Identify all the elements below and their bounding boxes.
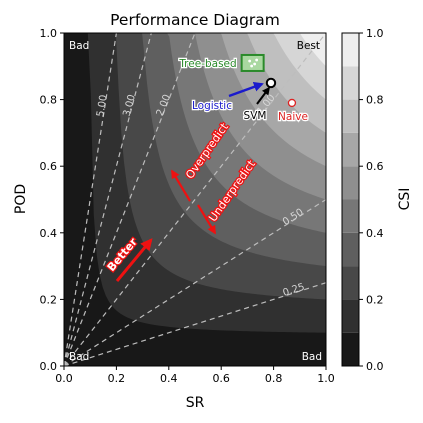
chart-title: Performance Diagram bbox=[110, 11, 280, 29]
plot-area: 5.00 3.00 2.00 1.000.500.25 bbox=[64, 33, 326, 366]
bias-lines bbox=[64, 33, 326, 366]
colorbar bbox=[342, 33, 359, 366]
colorbar-tick-label: 0.8 bbox=[366, 94, 384, 107]
bias-line-2 bbox=[64, 33, 196, 366]
y-axis-label: POD bbox=[13, 184, 29, 214]
overpredict-arrow bbox=[171, 169, 191, 202]
csi-band-9 bbox=[188, 33, 326, 67]
x-tick-label: 0.6 bbox=[212, 372, 230, 385]
bias-line-3 bbox=[64, 33, 326, 366]
x-tick-label: 0.2 bbox=[108, 372, 126, 385]
bias-label-0: 5.00 bbox=[95, 94, 109, 118]
colorbar-frame bbox=[341, 32, 360, 367]
bias-line-4 bbox=[64, 198, 326, 366]
svm-marker bbox=[265, 77, 277, 89]
svm-label: SVM bbox=[244, 110, 267, 122]
x-tick-label: 0.8 bbox=[265, 372, 283, 385]
y-tick-label: 0.2 bbox=[40, 293, 58, 306]
y-tick-label: 0.6 bbox=[40, 160, 58, 173]
colorbar-band-8 bbox=[342, 66, 359, 100]
colorbar-band-9 bbox=[342, 33, 359, 67]
tree-based-label: Tree-based bbox=[178, 58, 236, 70]
bias-label-1: 3.00 bbox=[122, 94, 138, 118]
csi-band-8 bbox=[180, 33, 326, 100]
y-tick-label: 0.8 bbox=[40, 94, 58, 107]
better-arrow bbox=[115, 238, 153, 282]
y-axis: 0.0 0.2 0.4 0.6 0.8 1.0 bbox=[40, 27, 64, 373]
bias-line-1 bbox=[64, 33, 152, 366]
bias-line-0 bbox=[64, 33, 117, 366]
colorbar-band-3 bbox=[342, 232, 359, 267]
x-axis: 0.0 0.2 0.4 0.6 0.8 1.0 bbox=[55, 366, 335, 385]
colorbar-band-7 bbox=[342, 99, 359, 133]
x-tick-label: 0.0 bbox=[55, 372, 73, 385]
colorbar-label: CSI bbox=[397, 188, 413, 211]
colorbar-band-0 bbox=[342, 332, 359, 366]
tree-based-point bbox=[253, 62, 257, 66]
colorbar-tick-label: 1.0 bbox=[366, 27, 384, 40]
corner-label-bottom-left: Bad bbox=[69, 351, 89, 363]
colorbar-band-4 bbox=[342, 199, 359, 233]
y-tick-label: 0.0 bbox=[40, 360, 58, 373]
colorbar-band-2 bbox=[342, 266, 359, 300]
x-axis-label: SR bbox=[186, 395, 205, 411]
tree-based-point bbox=[255, 58, 259, 62]
colorbar-band-1 bbox=[342, 299, 359, 333]
x-tick-label: 0.4 bbox=[160, 372, 178, 385]
y-tick-label: 0.4 bbox=[40, 227, 58, 240]
colorbar-tick-label: 0.6 bbox=[366, 160, 384, 173]
x-tick-label: 1.0 bbox=[317, 372, 335, 385]
logistic-label: Logistic bbox=[192, 100, 232, 112]
plot-frame bbox=[63, 32, 327, 367]
corner-label-top-right: Best bbox=[297, 40, 320, 52]
naive-marker bbox=[287, 98, 297, 108]
svm-arrow bbox=[256, 86, 270, 105]
colorbar-band-6 bbox=[342, 132, 359, 167]
colorbar-tick-label: 0.4 bbox=[366, 227, 384, 240]
csi-band-7 bbox=[171, 33, 326, 133]
logistic-arrow bbox=[228, 82, 264, 98]
bias-line-5 bbox=[64, 282, 326, 366]
tree-based-marker bbox=[240, 53, 265, 72]
underpredict-arrow bbox=[197, 204, 216, 235]
model-markers bbox=[240, 53, 297, 108]
naive-label: Naive bbox=[278, 111, 308, 123]
corner-label-bottom-right: Bad bbox=[302, 351, 322, 363]
tree-based-point bbox=[250, 64, 254, 68]
colorbar-tick-label: 0.0 bbox=[366, 360, 384, 373]
colorbar-tick-label: 0.2 bbox=[366, 293, 384, 306]
tree-based-point bbox=[248, 59, 252, 63]
corner-label-top-left: Bad bbox=[69, 40, 89, 52]
colorbar-band-5 bbox=[342, 166, 359, 200]
colorbar-ticks: 0.0 0.2 0.4 0.6 0.8 1.0 bbox=[359, 27, 384, 373]
y-tick-label: 1.0 bbox=[40, 27, 58, 40]
